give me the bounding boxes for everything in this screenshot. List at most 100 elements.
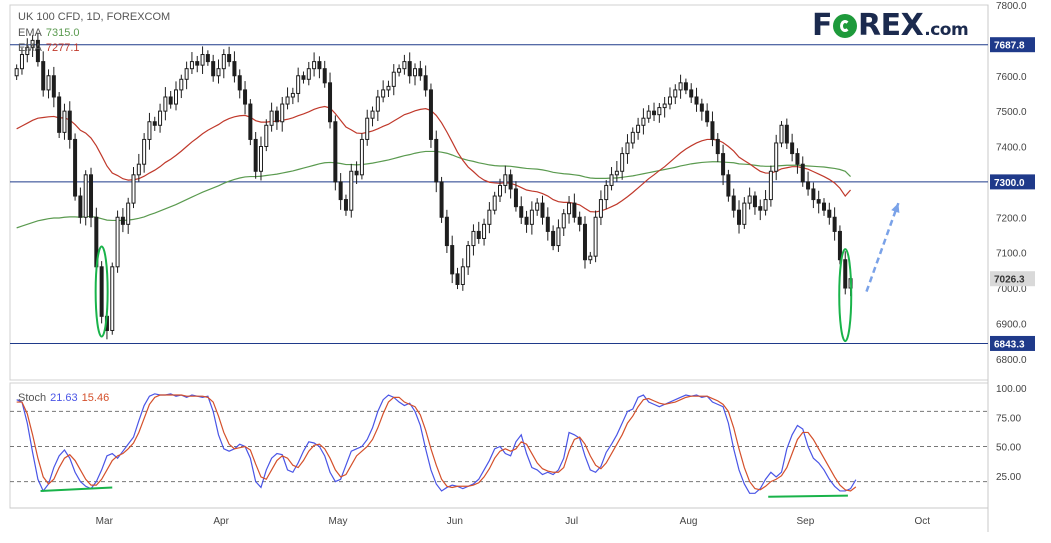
candle-body <box>609 174 614 186</box>
candle-body <box>423 75 428 91</box>
candle-body <box>582 223 587 261</box>
candle-body <box>338 181 343 201</box>
price-tick-label: 7500.0 <box>996 107 1027 118</box>
price-tick-label: 7600.0 <box>996 72 1027 83</box>
candle-body <box>312 61 317 70</box>
ema-slow-legend: EMA 7277.1 <box>18 42 80 54</box>
candle-body <box>816 199 821 204</box>
time-tick-label: Mar <box>96 516 114 527</box>
stoch-label: Stoch <box>18 392 47 404</box>
candle-body <box>168 96 173 105</box>
logo-suffix: .com <box>924 20 969 40</box>
candle-body <box>370 110 375 119</box>
candle-body <box>375 96 380 112</box>
forex-logo: F REX.com <box>812 8 969 43</box>
candle-body <box>280 103 285 123</box>
candle-body <box>699 103 704 112</box>
candle-body <box>434 138 439 183</box>
candle-body <box>258 146 263 172</box>
candle-body <box>752 195 757 208</box>
september-low-ellipse <box>838 248 853 343</box>
candle-body <box>397 68 402 73</box>
price-tick-label: 7400.0 <box>996 143 1027 154</box>
candle-body <box>200 54 205 66</box>
candle-body <box>567 202 572 215</box>
time-tick-label: May <box>329 516 348 527</box>
candle-body <box>598 199 603 218</box>
candle-body <box>822 202 826 211</box>
candle-body <box>731 195 736 211</box>
candle-body <box>837 230 842 261</box>
candle-body <box>593 216 598 257</box>
candle-body <box>386 85 391 91</box>
stoch-tick-label: 50.00 <box>996 443 1021 454</box>
candle-body <box>588 255 593 261</box>
candle-body <box>439 181 444 218</box>
projection-arrow-head <box>891 203 900 214</box>
march-divergence-line <box>40 486 113 492</box>
candle-body <box>413 68 418 77</box>
candle-body <box>683 82 688 91</box>
stoch-tick-label: 75.00 <box>996 413 1021 424</box>
candle-body <box>673 89 678 98</box>
candle-body <box>131 174 136 204</box>
candle-body <box>667 96 672 105</box>
candle-body <box>625 142 630 155</box>
march-low-ellipse <box>94 245 109 338</box>
candle-body <box>232 61 237 77</box>
candle-body <box>471 230 476 247</box>
candle-body <box>62 110 67 133</box>
candle-body <box>343 199 348 211</box>
candle-body <box>83 174 88 218</box>
candle-body <box>784 124 789 144</box>
instrument-title: UK 100 CFD, 1D, FOREXCOM <box>18 11 170 23</box>
candle-body <box>662 103 667 109</box>
candle-body <box>705 110 710 123</box>
candle-body <box>89 174 94 218</box>
candle-body <box>535 202 540 211</box>
candle-body <box>407 61 412 77</box>
candle-body <box>811 188 816 201</box>
candle-body <box>264 124 269 148</box>
candle-body <box>216 68 221 77</box>
candle-body <box>641 117 646 126</box>
candle-body <box>710 121 715 140</box>
candle-body <box>179 78 184 91</box>
candle-body <box>646 110 651 119</box>
candle-body <box>843 259 848 289</box>
candle-body <box>604 184 609 201</box>
candle-body <box>779 124 784 144</box>
candle-body <box>742 202 747 225</box>
stoch-tick-label: 100.00 <box>996 384 1027 395</box>
stoch-pane-frame <box>9 382 989 509</box>
ema-fast-line <box>16 105 852 213</box>
candle-body <box>806 181 811 190</box>
candle-body <box>269 110 274 126</box>
candle-body <box>476 230 481 239</box>
candle-body <box>322 68 327 84</box>
time-tick-label: Oct <box>914 516 930 527</box>
candle-body <box>67 110 72 140</box>
time-tick-label: Aug <box>680 516 698 527</box>
candle-body <box>551 230 556 247</box>
candle-body <box>513 188 518 208</box>
candle-body <box>391 71 396 87</box>
price-tick-label: 6800.0 <box>996 355 1027 366</box>
candle-body <box>285 96 290 105</box>
logo-letter-f: F <box>812 8 833 43</box>
candle-body <box>545 216 550 232</box>
price-axis-label: 7300.0 <box>994 178 1025 189</box>
candle-body <box>747 195 752 204</box>
price-axis-label-box <box>990 174 1035 190</box>
candle-body <box>561 213 566 229</box>
candle-body <box>243 89 248 105</box>
candle-body <box>503 174 508 186</box>
candle-body <box>402 61 407 70</box>
logo-o-icon <box>833 14 857 38</box>
candle-body <box>349 170 354 211</box>
stoch-k-value: 21.63 <box>50 392 78 404</box>
ema-slow-line <box>16 150 851 229</box>
candle-body <box>572 202 577 218</box>
time-tick-label: Apr <box>213 516 229 527</box>
